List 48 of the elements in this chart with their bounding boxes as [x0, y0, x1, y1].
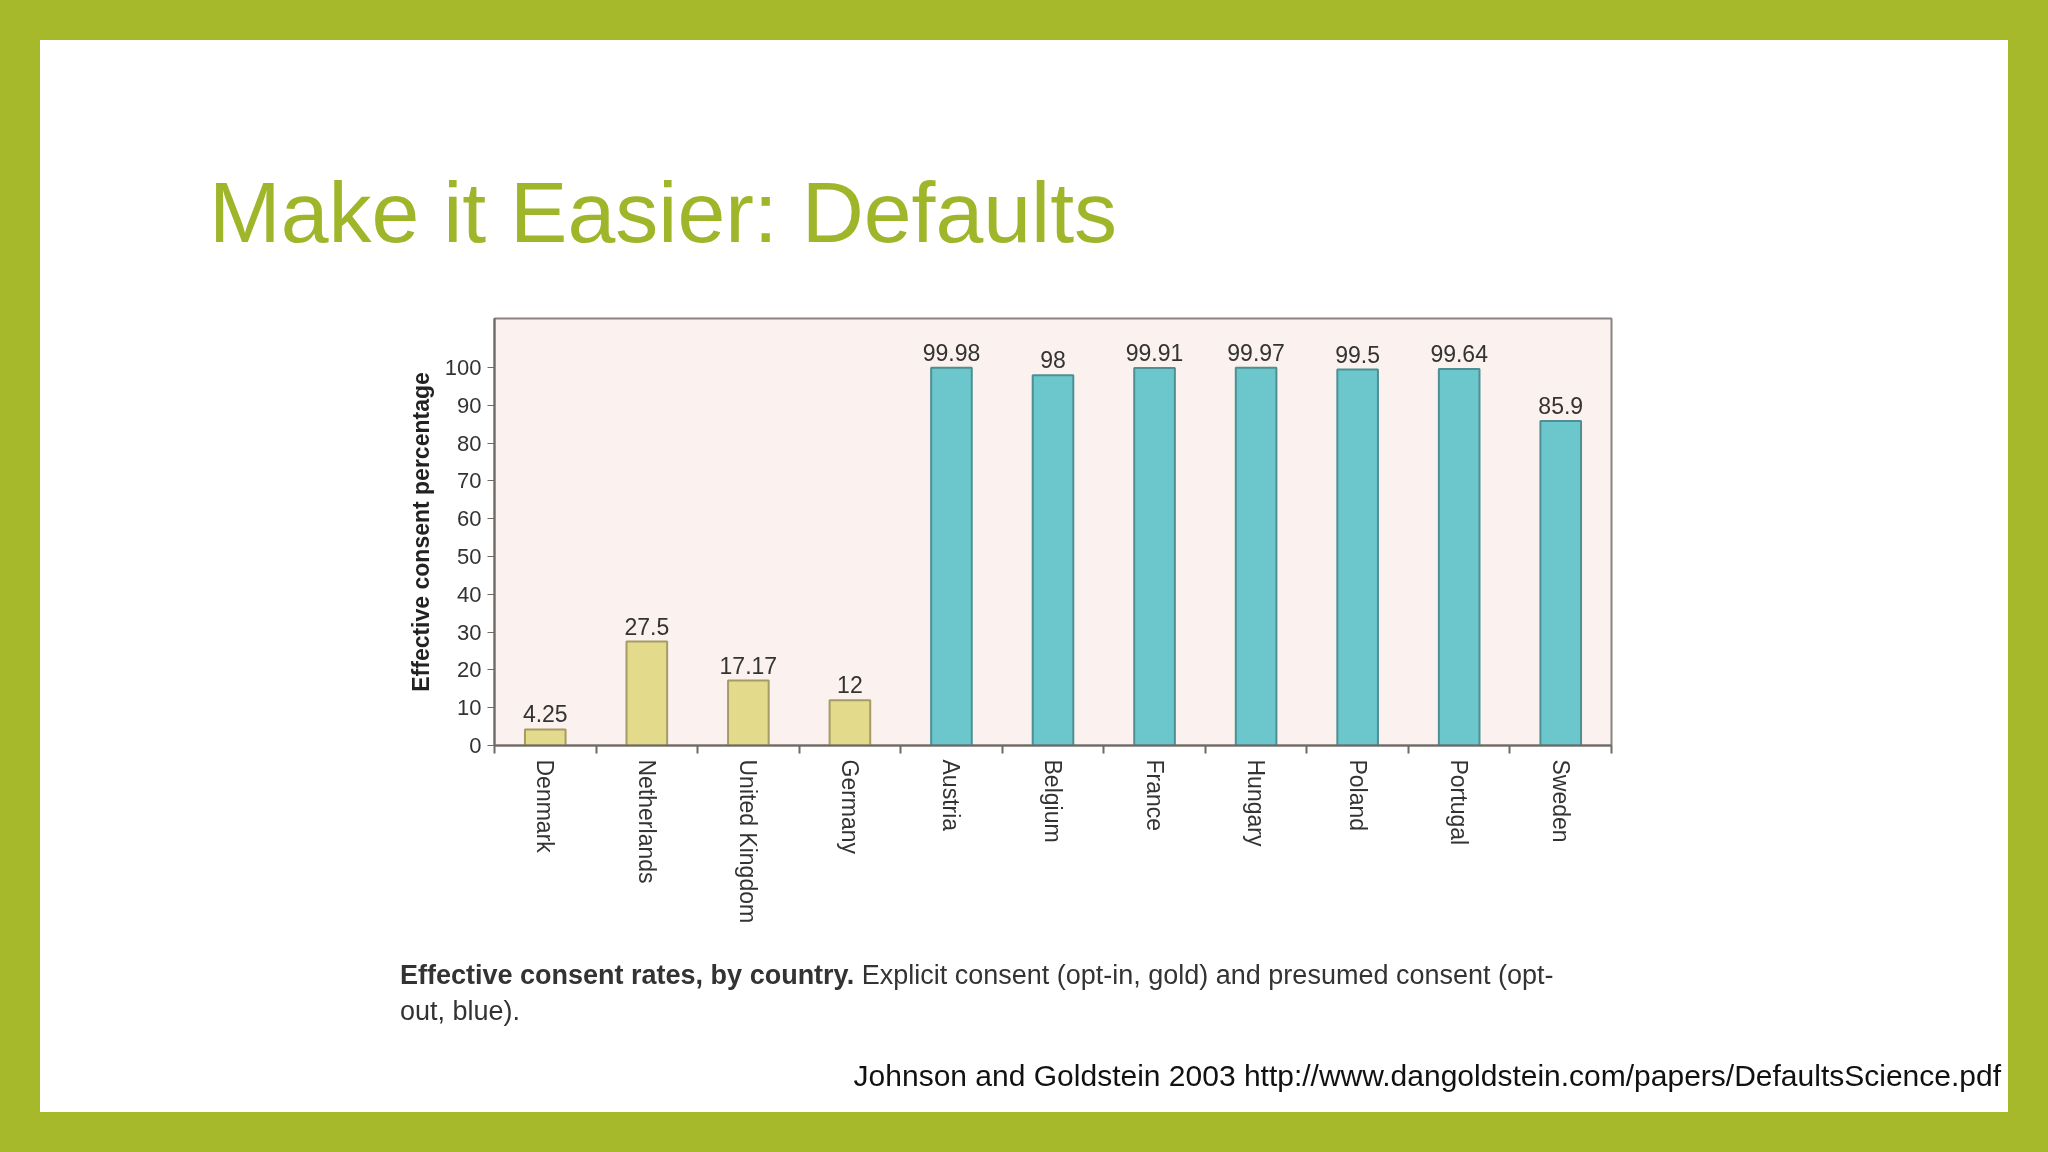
data-label: 27.5 — [624, 613, 670, 640]
x-tick-label: Austria — [938, 759, 965, 832]
data-label: 85.9 — [1538, 392, 1584, 419]
bar — [625, 640, 669, 746]
y-tick-label: 70 — [457, 468, 482, 494]
y-tick-label: 90 — [457, 392, 482, 418]
text: Effective consent rates, by country. — [400, 960, 855, 990]
y-tick-label: 60 — [457, 506, 482, 532]
data-label: 99.5 — [1335, 341, 1381, 368]
data-label: 17.17 — [719, 652, 778, 679]
bar — [1336, 368, 1379, 746]
bar — [523, 728, 567, 746]
data-label: 99.97 — [1227, 339, 1285, 366]
data-label: 99.98 — [922, 339, 981, 366]
y-tick-label: 30 — [457, 619, 482, 645]
y-tick-label: 100 — [444, 355, 482, 381]
y-tick-label: 40 — [457, 581, 482, 607]
x-tick-label: Portugal — [1446, 759, 1473, 846]
bar — [727, 679, 770, 746]
data-label: 4.25 — [522, 701, 568, 728]
y-axis-title: Effective consent percentage — [407, 372, 434, 692]
y-tick-label: 80 — [457, 430, 482, 456]
x-tick-label: Hungary — [1243, 759, 1270, 847]
data-label: 98 — [1040, 347, 1066, 374]
bar — [1234, 366, 1278, 746]
chart-title: Make it Easier: Defaults — [208, 163, 1118, 260]
x-tick-label: France — [1141, 759, 1168, 832]
x-tick-label: Denmark — [532, 759, 559, 854]
data-label: 99.91 — [1125, 339, 1184, 366]
bar — [1437, 367, 1481, 746]
x-tick-label: Belgium — [1040, 759, 1066, 843]
bar — [1031, 374, 1075, 746]
data-label: 12 — [837, 672, 863, 699]
bar — [930, 366, 973, 746]
x-tick-label: Sweden — [1547, 759, 1574, 843]
x-tick-label: Netherlands — [633, 759, 660, 884]
bar — [1133, 366, 1176, 746]
x-tick-label: Poland — [1344, 759, 1371, 832]
bar — [1539, 419, 1583, 746]
y-tick-label: 20 — [457, 657, 482, 683]
data-label: 99.64 — [1430, 340, 1489, 367]
x-tick-label: United Kingdom — [735, 759, 762, 924]
y-tick-label: 0 — [469, 733, 482, 758]
bar — [828, 699, 872, 746]
y-tick-label: 10 — [457, 695, 482, 721]
y-tick-label: 50 — [457, 544, 482, 570]
text: Johnson and Goldstein 2003 http://www.dangoldstein.com/papers/DefaultsScience.pdf — [852, 1058, 2001, 1094]
x-tick-label: Germany — [836, 759, 863, 855]
